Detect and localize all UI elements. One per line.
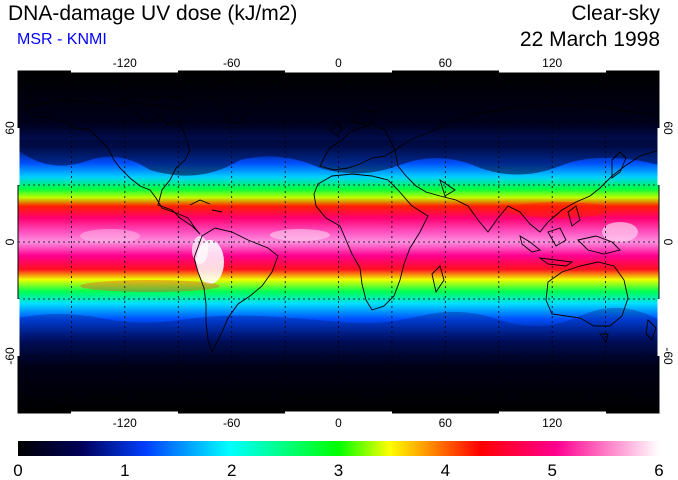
- lat-label-left: 0: [3, 238, 17, 245]
- lat-label-right: -60: [661, 347, 675, 365]
- lon-label-top: 120: [542, 56, 562, 70]
- colorbar-label: 1: [120, 461, 129, 480]
- colorbar-label: 4: [441, 461, 450, 480]
- lon-label-bottom: 120: [542, 416, 562, 430]
- colorbar-label: 2: [227, 461, 236, 480]
- colorbar-label: 3: [334, 461, 343, 480]
- map-frame: [17, 70, 660, 414]
- lon-label-top: 60: [439, 56, 453, 70]
- date-label: 22 March 1998: [519, 28, 660, 51]
- colorbar-label: 0: [13, 461, 22, 480]
- lon-label-top: -120: [113, 56, 137, 70]
- sky-condition-label: Clear-sky: [571, 2, 660, 25]
- lon-label-bottom: -60: [223, 416, 241, 430]
- lon-label-top: 0: [335, 56, 342, 70]
- colorbar-label: 5: [547, 461, 556, 480]
- colorbar: [18, 441, 659, 456]
- colorbar-label: 6: [654, 461, 663, 480]
- lat-label-left: -60: [3, 347, 17, 365]
- lon-label-bottom: -120: [113, 416, 137, 430]
- lat-label-right: 0: [661, 239, 675, 246]
- map-title: DNA-damage UV dose (kJ/m2): [8, 2, 298, 25]
- colorbar-labels: 0 1 2 3 4 5 6: [13, 461, 663, 480]
- source-label: MSR - KNMI: [17, 31, 107, 48]
- lon-label-bottom: 0: [335, 416, 342, 430]
- lon-label-top: -60: [223, 56, 241, 70]
- lon-label-bottom: 60: [439, 416, 453, 430]
- lat-label-right: 60: [661, 121, 675, 135]
- lat-labels-left: 60 0 -60: [3, 121, 17, 365]
- lat-labels-right: 60 0 -60: [661, 121, 675, 365]
- lat-label-left: 60: [3, 121, 17, 135]
- lon-labels-bottom: -120 -60 0 60 120: [113, 416, 563, 430]
- lon-labels-top: -120 -60 0 60 120: [113, 56, 563, 70]
- graticule: [18, 71, 659, 413]
- coastlines: [18, 77, 659, 403]
